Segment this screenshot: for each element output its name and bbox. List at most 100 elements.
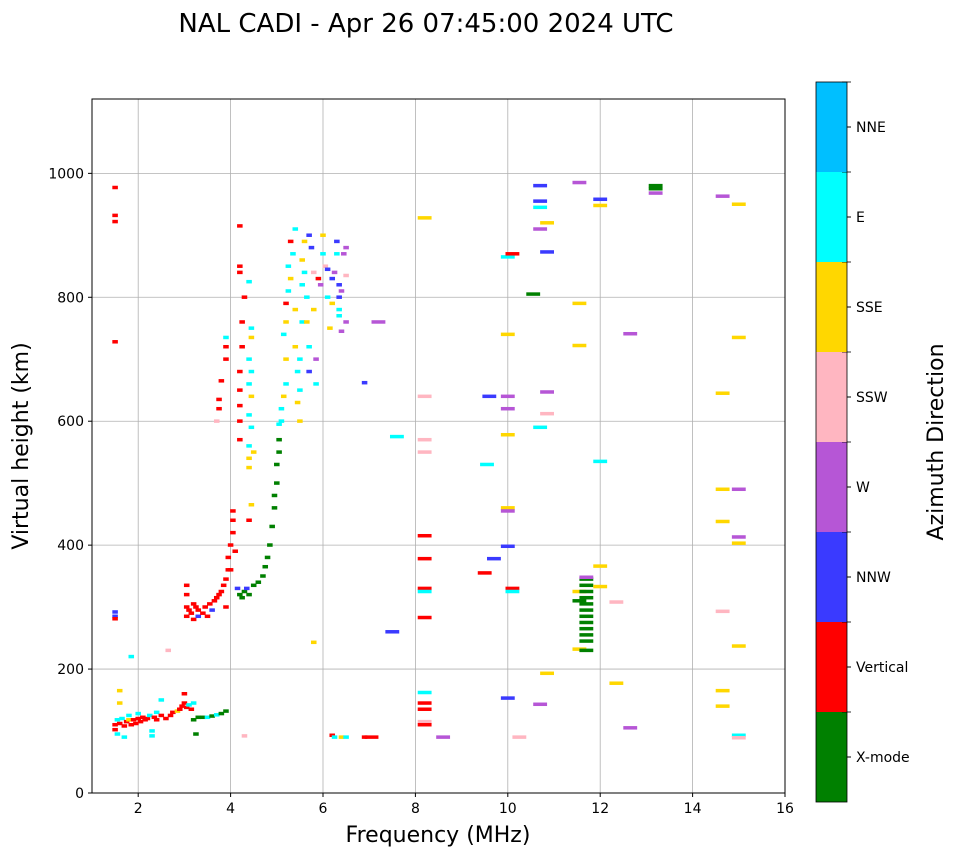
data-point-vertical xyxy=(218,589,225,594)
data-point-sse xyxy=(301,239,308,244)
data-point-nnw xyxy=(112,614,118,619)
data-point-sse xyxy=(731,335,746,340)
data-point-e xyxy=(280,332,287,337)
data-point-vertical xyxy=(239,344,245,349)
data-point-e xyxy=(336,314,342,318)
data-point-e xyxy=(297,388,303,392)
data-point-w xyxy=(579,575,594,580)
data-point-x-mode xyxy=(193,732,199,736)
data-point-sse xyxy=(593,564,608,568)
data-point-x-mode xyxy=(579,577,594,581)
data-point-e xyxy=(246,413,252,417)
data-point-x-mode xyxy=(579,648,594,653)
data-point-vertical xyxy=(218,379,225,383)
data-point-e xyxy=(121,735,128,739)
data-point-ssw xyxy=(609,600,624,604)
y-tick-label: 0 xyxy=(75,786,84,802)
data-point-e xyxy=(417,589,432,594)
data-point-x-mode xyxy=(579,589,594,594)
data-point-e xyxy=(114,732,121,736)
data-point-w xyxy=(715,194,730,198)
data-point-sse xyxy=(246,465,252,470)
data-point-e xyxy=(114,718,121,722)
data-point-vertical xyxy=(505,252,520,256)
data-point-vertical xyxy=(417,586,432,591)
data-point-vertical xyxy=(241,295,248,299)
data-point-e xyxy=(285,289,292,293)
data-point-sse xyxy=(593,584,608,589)
data-point-x-mode xyxy=(579,595,594,600)
data-point-e xyxy=(294,369,301,374)
data-point-ssw xyxy=(512,735,527,739)
data-point-nnw xyxy=(593,197,608,202)
data-point-vertical xyxy=(477,571,492,575)
data-point-sse xyxy=(292,344,299,349)
data-point-w xyxy=(533,702,548,707)
data-point-x-mode xyxy=(200,715,206,720)
data-point-vertical xyxy=(207,602,213,606)
data-point-e xyxy=(246,382,252,386)
data-point-sse xyxy=(731,644,746,648)
data-point-sse xyxy=(174,709,181,713)
data-point-vertical xyxy=(237,224,243,228)
data-point-ssw xyxy=(540,411,554,416)
data-point-vertical xyxy=(417,533,432,538)
data-point-nnw xyxy=(306,369,312,374)
data-point-w xyxy=(338,289,345,293)
data-point-vertical xyxy=(183,592,190,597)
colorbar: X-mode Vertical NNW W SSW SSE E NNE xyxy=(815,81,910,803)
colorbar-label-sse: SSE xyxy=(856,300,883,316)
data-point-e xyxy=(331,735,338,739)
data-point-vertical xyxy=(163,716,169,721)
data-point-sse xyxy=(280,394,287,399)
data-point-e xyxy=(223,335,229,340)
data-point-sse xyxy=(715,487,730,492)
data-point-e xyxy=(119,716,125,721)
data-point-e xyxy=(505,589,520,594)
data-point-sse xyxy=(248,335,255,340)
data-point-w xyxy=(500,509,515,513)
y-axis-ticks: 0 200 400 600 800 1000 xyxy=(48,166,92,802)
data-point-sse xyxy=(715,704,730,708)
data-point-x-mode xyxy=(264,555,271,560)
data-point-vertical xyxy=(183,583,190,588)
y-tick-label: 400 xyxy=(57,538,84,554)
data-point-x-mode xyxy=(260,574,266,578)
x-axis-label: Frequency (MHz) xyxy=(346,823,531,848)
data-point-vertical xyxy=(195,608,202,612)
data-point-vertical xyxy=(230,518,236,522)
data-point-e xyxy=(278,406,285,411)
data-point-e xyxy=(389,434,404,439)
data-point-x-mode xyxy=(579,614,594,619)
data-point-x-mode xyxy=(274,481,280,485)
data-point-e xyxy=(334,252,340,256)
x-tick-label: 12 xyxy=(591,801,609,817)
data-point-vertical xyxy=(287,239,294,244)
data-point-sse xyxy=(731,541,746,545)
data-point-vertical xyxy=(130,718,137,722)
data-point-sse xyxy=(731,202,746,206)
data-point-x-mode xyxy=(195,715,202,720)
data-point-e xyxy=(343,735,349,739)
data-point-sse xyxy=(540,671,554,676)
data-point-w xyxy=(623,726,638,730)
data-point-vertical xyxy=(183,614,190,619)
data-point-x-mode xyxy=(276,437,282,442)
data-point-x-mode xyxy=(190,718,197,722)
data-point-ssw xyxy=(241,734,248,738)
colorbar-label-x-mode: X-mode xyxy=(856,750,910,766)
data-point-sse xyxy=(310,640,317,645)
colorbar-label: Azimuth Direction xyxy=(924,343,949,540)
data-point-vertical xyxy=(151,715,158,720)
data-point-nnw xyxy=(234,586,241,591)
data-point-sse xyxy=(248,503,255,507)
data-point-e xyxy=(149,729,155,733)
data-point-e xyxy=(283,382,289,386)
data-point-w xyxy=(648,191,663,195)
y-axis-label: Virtual height (km) xyxy=(9,342,34,549)
data-point-sse xyxy=(116,701,123,705)
data-point-vertical xyxy=(417,615,432,620)
data-point-sse xyxy=(292,307,299,312)
data-point-e xyxy=(480,462,494,467)
x-tick-label: 6 xyxy=(319,801,328,817)
